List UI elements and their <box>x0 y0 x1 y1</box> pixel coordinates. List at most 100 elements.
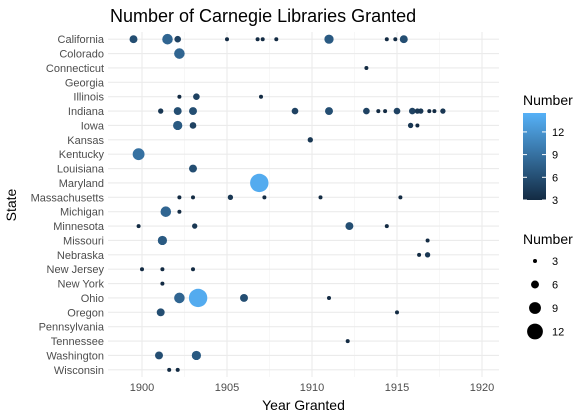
data-point <box>385 224 389 228</box>
size-legend-label: 9 <box>552 303 558 315</box>
data-point <box>274 37 278 41</box>
size-legend-key <box>533 259 537 263</box>
colorbar-label: 6 <box>552 172 558 184</box>
y-tick-label: Kansas <box>67 135 104 147</box>
data-point <box>346 339 350 343</box>
data-point <box>130 35 138 43</box>
data-point <box>177 210 181 214</box>
color-legend: Number 3 6 9 12 <box>523 92 573 207</box>
y-tick-label: New York <box>58 279 105 291</box>
data-point <box>160 267 164 271</box>
plot-panel <box>108 32 499 377</box>
data-point <box>174 48 185 59</box>
data-point <box>324 35 333 44</box>
data-point <box>418 108 423 113</box>
y-axis-label: State <box>3 188 19 221</box>
y-tick-label: Georgia <box>65 77 105 89</box>
data-point <box>157 308 165 316</box>
x-axis: 1900 1905 1910 1915 1920 <box>130 382 494 394</box>
data-point <box>426 238 430 242</box>
y-tick-label: Illinois <box>73 92 104 104</box>
data-point <box>240 294 248 302</box>
data-point <box>174 107 182 115</box>
data-point <box>158 236 167 245</box>
x-tick-label: 1900 <box>130 382 154 394</box>
y-tick-label: Colorado <box>59 49 104 61</box>
data-point <box>162 34 173 45</box>
data-point <box>376 109 380 113</box>
data-point <box>225 37 229 41</box>
y-tick-label: Iowa <box>81 120 105 132</box>
size-legend-label: 12 <box>552 327 564 339</box>
colorbar-label: 12 <box>552 127 564 139</box>
colorbar-label: 3 <box>552 195 558 207</box>
data-point <box>192 223 197 228</box>
y-tick-label: Michigan <box>60 207 104 219</box>
data-point <box>394 108 401 115</box>
data-point <box>262 195 266 199</box>
data-point <box>177 95 181 99</box>
data-point <box>400 35 408 43</box>
size-legend-label: 6 <box>552 280 558 292</box>
data-point <box>425 252 430 257</box>
data-point <box>364 66 368 70</box>
data-point <box>193 93 200 100</box>
data-point <box>191 195 195 199</box>
data-point <box>383 109 387 113</box>
y-tick-label: Kentucky <box>59 149 105 161</box>
chart-title: Number of Carnegie Libraries Granted <box>110 6 416 26</box>
y-tick-label: Maryland <box>59 178 104 190</box>
y-tick-label: New Jersey <box>47 264 105 276</box>
y-tick-label: Minnesota <box>53 221 105 233</box>
x-tick-label: 1920 <box>470 382 494 394</box>
y-tick-label: Tennessee <box>51 336 104 348</box>
y-tick-label: Oregon <box>67 307 104 319</box>
data-point <box>189 165 197 173</box>
data-point <box>417 253 421 257</box>
y-tick-label: Ohio <box>81 293 104 305</box>
data-point <box>158 108 163 113</box>
size-legend-title: Number <box>523 231 573 247</box>
color-legend-title: Number <box>523 92 573 108</box>
colorbar-label: 9 <box>552 150 558 162</box>
data-point <box>190 122 197 129</box>
data-point <box>385 37 389 41</box>
data-point <box>176 368 180 372</box>
data-point <box>167 368 171 372</box>
data-point <box>192 351 201 360</box>
y-tick-label: Pennsylvania <box>39 322 105 334</box>
data-point <box>155 351 163 359</box>
y-tick-label: Missouri <box>63 235 104 247</box>
data-point <box>440 108 445 113</box>
x-axis-label: Year Granted <box>262 397 345 413</box>
size-legend: Number 3 6 9 12 <box>523 231 573 339</box>
x-tick-label: 1905 <box>215 382 239 394</box>
y-tick-label: Washington <box>46 350 104 362</box>
data-point <box>308 137 313 142</box>
data-point <box>174 293 185 304</box>
data-point <box>173 121 182 130</box>
y-tick-label: Wisconsin <box>54 365 104 377</box>
x-tick-label: 1910 <box>300 382 324 394</box>
data-point <box>427 109 431 113</box>
data-point <box>250 174 268 192</box>
data-point <box>189 289 207 307</box>
size-legend-key <box>527 324 543 340</box>
data-point <box>325 107 333 115</box>
data-point <box>398 195 402 199</box>
data-point <box>189 107 197 115</box>
data-point <box>174 36 181 43</box>
data-point <box>191 267 195 271</box>
data-point <box>228 195 233 200</box>
data-point <box>363 108 370 115</box>
data-point <box>140 267 144 271</box>
data-point <box>345 222 353 230</box>
size-legend-key <box>531 281 539 289</box>
data-point <box>415 123 419 127</box>
data-point <box>256 37 260 41</box>
y-tick-label: Connecticut <box>46 63 104 75</box>
data-point <box>393 37 397 41</box>
data-point <box>133 148 145 160</box>
y-tick-label: Louisiana <box>57 164 105 176</box>
data-point <box>261 37 265 41</box>
